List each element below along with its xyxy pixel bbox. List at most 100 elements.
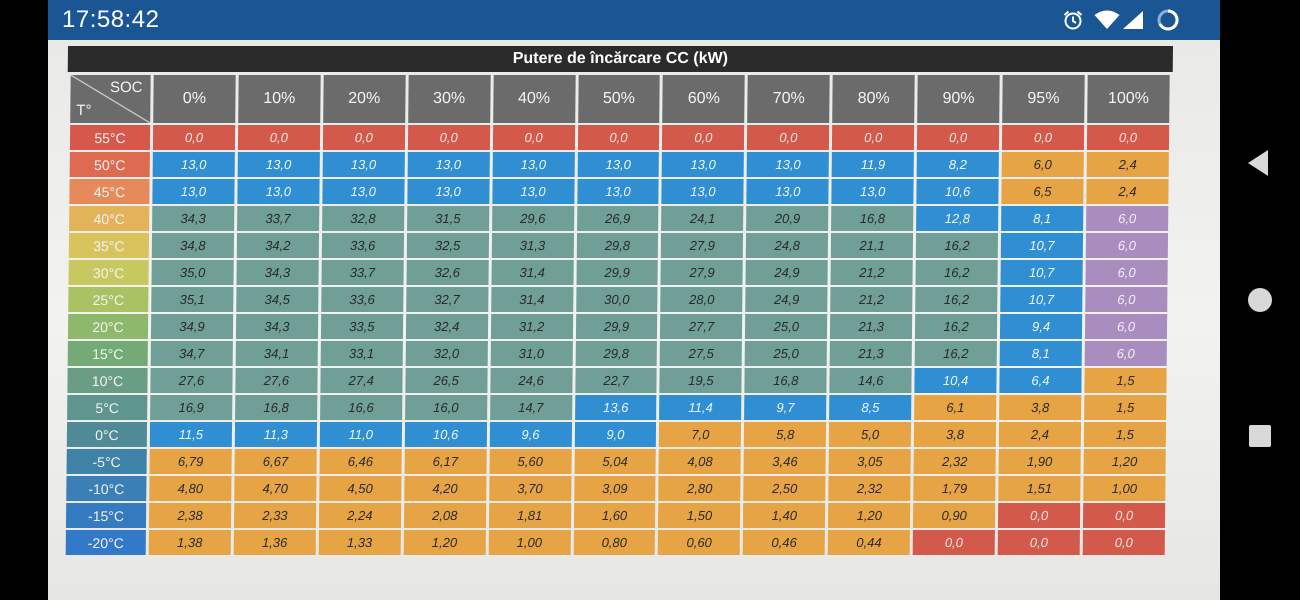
table-row: 5°C 16,9 16,8 16,6 16,0 14,7 13,6 11,4 9,7 8,5 6,1… (67, 395, 1167, 420)
table-cell: 0,60 (658, 530, 741, 555)
table-cell: 1,51 (998, 476, 1081, 501)
table-cell: 13,6 (574, 395, 657, 420)
table-cell: 32,7 (405, 287, 489, 312)
table-cell: 0,0 (662, 125, 745, 150)
table-cell: 10,6 (916, 179, 999, 204)
table-cell: 13,0 (576, 179, 660, 204)
table-cell: 4,80 (149, 476, 232, 501)
photo-viewer: Putere de încărcare CC (kW) SOC T° 0% 10%… (48, 40, 1220, 600)
table-cell: 34,3 (152, 206, 235, 231)
status-bar: 17:58:42 (48, 0, 1220, 40)
table-cell: 1,90 (998, 449, 1081, 474)
table-cell: 29,9 (575, 314, 658, 339)
table-cell: 9,7 (744, 395, 827, 420)
row-temperature-label: 0°C (66, 422, 148, 447)
table-cell: 1,33 (318, 530, 401, 555)
table-cell: 33,6 (321, 287, 404, 312)
row-temperature-label: 15°C (67, 341, 148, 366)
table-row: 0°C 11,5 11,3 11,0 10,6 9,6 9,0 7,0 5,8 5,0 3,8 2,4… (66, 422, 1167, 447)
table-cell: 9,0 (574, 422, 657, 447)
table-cell: 4,08 (658, 449, 742, 474)
column-header: 90% (917, 75, 1000, 123)
table-cell: 6,5 (1001, 179, 1084, 204)
table-cell: 34,3 (236, 260, 319, 285)
table-cell: 0,0 (997, 530, 1080, 555)
table-row: -20°C 1,38 1,36 1,33 1,20 1,00 0,80 0,60 0,46 0,4… (65, 530, 1165, 555)
corner-cell: SOC T° (70, 75, 151, 123)
table-cell: 13,0 (746, 152, 830, 177)
wifi-icon (1094, 10, 1120, 35)
table-cell: 10,7 (1000, 233, 1084, 258)
table-cell: 31,3 (491, 233, 574, 258)
table-cell: 0,0 (747, 125, 830, 150)
table-cell: 29,8 (575, 341, 658, 366)
home-icon[interactable] (1246, 286, 1274, 319)
table-cell: 1,20 (828, 503, 911, 528)
table-cell: 5,04 (574, 449, 657, 474)
column-header: 70% (747, 75, 830, 123)
table-cell: 34,8 (151, 233, 234, 258)
table-cell: 31,5 (406, 206, 489, 231)
column-header: 20% (323, 75, 406, 123)
table-cell: 2,24 (318, 503, 401, 528)
table-cell: 0,0 (998, 503, 1081, 528)
table-cell: 3,46 (743, 449, 827, 474)
table-cell: 1,40 (743, 503, 826, 528)
table-cell: 6,0 (1085, 233, 1169, 258)
table-cell: 9,4 (999, 314, 1083, 339)
table-row: 20°C 34,9 34,3 33,5 32,4 31,2 29,9 27,7 25,0 21,3… (67, 314, 1168, 339)
table-cell: 24,1 (661, 206, 744, 231)
row-temperature-label: 30°C (68, 260, 149, 285)
table-row: -15°C 2,38 2,33 2,24 2,08 1,81 1,60 1,50 1,40 1,2… (65, 503, 1166, 528)
table-cell: 0,80 (573, 530, 656, 555)
table-cell: 2,08 (403, 503, 486, 528)
table-cell: 16,8 (744, 368, 827, 393)
table-cell: 27,6 (235, 368, 318, 393)
table-cell: 19,5 (659, 368, 742, 393)
table-cell: 6,46 (319, 449, 402, 474)
table-cell: 2,33 (233, 503, 317, 528)
table-cell: 13,0 (831, 179, 914, 204)
status-time: 17:58:42 (62, 6, 160, 33)
table-cell: 5,8 (744, 422, 827, 447)
table-cell: 27,6 (150, 368, 233, 393)
table-row: 25°C 35,1 34,5 33,6 32,7 31,4 30,0 28,0 24,9 21,2… (68, 287, 1168, 312)
table-cell: 0,0 (1082, 503, 1166, 528)
recents-icon[interactable] (1248, 424, 1272, 453)
table-cell: 0,0 (917, 125, 1000, 150)
phone-screen: 17:58:42 Putere de înc (48, 0, 1220, 600)
table-cell: 21,2 (830, 260, 913, 285)
table-body: 55°C 0,0 0,0 0,0 0,0 0,0 0,0 0,0 0,0 0,0 0,0 0,0 0,0… (65, 125, 1170, 555)
table-cell: 21,1 (831, 233, 914, 258)
header-row: SOC T° 0% 10% 20% 30% 40% 50% 60% 70% 80% 90% 95% 1… (70, 75, 1170, 123)
back-icon[interactable] (1244, 148, 1272, 183)
table-cell: 31,4 (490, 287, 574, 312)
row-temperature-label: 40°C (69, 206, 150, 231)
table-cell: 11,5 (149, 422, 232, 447)
table-cell: 26,5 (405, 368, 488, 393)
table-cell: 1,5 (1084, 395, 1167, 420)
column-header: 40% (492, 75, 576, 123)
table-cell: 10,6 (404, 422, 487, 447)
table-cell: 25,0 (744, 341, 828, 366)
table-cell: 8,2 (916, 152, 999, 177)
table-cell: 6,79 (149, 449, 232, 474)
table-cell: 25,0 (745, 314, 828, 339)
table-row: 55°C 0,0 0,0 0,0 0,0 0,0 0,0 0,0 0,0 0,0 0,0 0,0 0,0 (69, 125, 1170, 150)
table-cell: 0,0 (322, 125, 405, 150)
column-header: 30% (407, 75, 491, 123)
column-header: 100% (1087, 75, 1170, 123)
table-cell: 27,5 (660, 341, 743, 366)
table-cell: 8,5 (829, 395, 912, 420)
data-table: SOC T° 0% 10% 20% 30% 40% 50% 60% 70% 80% 90% 95% 1… (63, 73, 1173, 557)
table-cell: 1,5 (1084, 368, 1167, 393)
table-cell: 7,0 (659, 422, 742, 447)
table-cell: 11,4 (659, 395, 742, 420)
row-temperature-label: 20°C (67, 314, 149, 339)
table-cell: 21,2 (830, 287, 913, 312)
table-row: 50°C 13,0 13,0 13,0 13,0 13,0 13,0 13,0 13,0 11,9… (69, 152, 1169, 177)
table-cell: 1,00 (1083, 476, 1166, 501)
table-cell: 1,20 (1083, 449, 1166, 474)
table-cell: 32,8 (321, 206, 405, 231)
table-cell: 10,7 (1000, 260, 1083, 285)
